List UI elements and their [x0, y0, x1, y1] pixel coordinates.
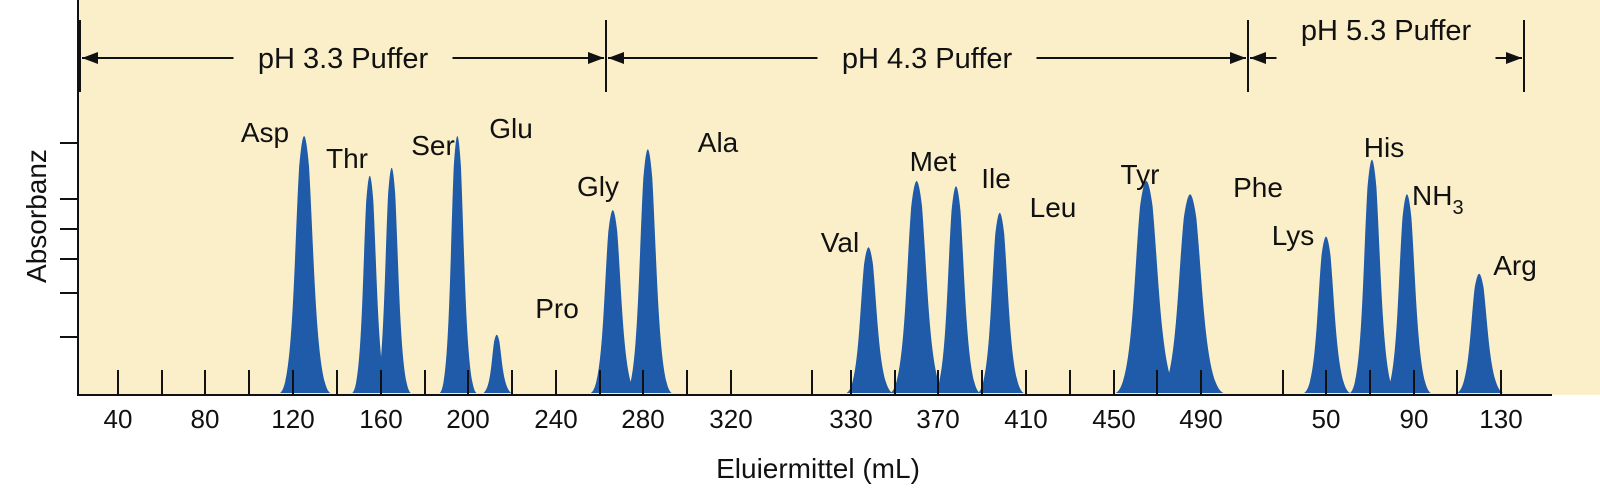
peak-label: Pro	[535, 293, 579, 324]
x-tick-label: 160	[359, 404, 402, 434]
peak-label: Ile	[981, 163, 1011, 194]
x-tick-label: 330	[829, 404, 872, 434]
peak-label: Asp	[241, 117, 289, 148]
peak-label: His	[1364, 132, 1404, 163]
arrow-head-icon	[608, 52, 624, 64]
peak-label: Gly	[577, 171, 619, 202]
x-tick-label: 370	[916, 404, 959, 434]
buffer-annotations: pH 3.3 Puffer pH 4.3 Puffer pH 5.3 Puffer	[79, 15, 1525, 92]
peak-label: Val	[821, 227, 859, 258]
peak-label: Met	[910, 146, 957, 177]
arrow-head-icon	[1230, 52, 1246, 64]
x-tick-label: 40	[104, 404, 133, 434]
peak-label: Lys	[1272, 220, 1315, 251]
plot-background	[78, 0, 1600, 395]
x-tick-label: 320	[709, 404, 752, 434]
peak-labels: Asp Thr Ser Glu Pro Gly Ala Val Met Ile Leu Tyr Phe L…	[241, 113, 1537, 324]
buffer-label: pH 3.3 Puffer	[258, 43, 429, 75]
arrow-head-icon	[1250, 52, 1266, 64]
peak-tyr	[1115, 181, 1180, 393]
peak-thr	[352, 175, 389, 393]
peak-label: Phe	[1233, 172, 1283, 203]
buffer-label: pH 4.3 Puffer	[842, 43, 1013, 75]
arrow-head-icon	[1506, 52, 1522, 64]
x-tick-label: 280	[621, 404, 664, 434]
peak-ala	[625, 149, 672, 393]
buffer-label: pH 5.3 Puffer	[1301, 15, 1472, 47]
x-tick-label: 120	[271, 404, 314, 434]
x-tick-label: 450	[1092, 404, 1135, 434]
peak-leu	[977, 212, 1024, 393]
x-tick-label: 240	[534, 404, 577, 434]
peak-ser	[374, 167, 411, 393]
x-tick-label: 410	[1004, 404, 1047, 434]
x-tick-label: 80	[191, 404, 220, 434]
peak-label: Ser	[411, 130, 455, 161]
peak-label: Arg	[1493, 250, 1537, 281]
arrow-head-icon	[82, 52, 98, 64]
peak-nh	[1384, 194, 1431, 393]
peak-label: NH3	[1412, 180, 1464, 219]
x-tick-label: 90	[1400, 404, 1429, 434]
x-tick-label: 130	[1479, 404, 1522, 434]
peak-arg	[1457, 273, 1504, 393]
x-tick-labels: 40 80 120 160 200 240 280 320 330 370 410 450 490 50 9…	[104, 404, 1523, 434]
x-axis-title: Eluiermittel (mL)	[716, 453, 920, 484]
peak-lys	[1304, 236, 1350, 393]
peak-label: Thr	[326, 143, 368, 174]
peak-asp	[279, 135, 331, 393]
peak-label: Leu	[1030, 192, 1077, 223]
axes	[60, 0, 1552, 396]
peak-phe	[1159, 194, 1224, 393]
x-tick-label: 50	[1312, 404, 1341, 434]
peaks-layer	[279, 135, 1504, 393]
x-tick-label: 490	[1179, 404, 1222, 434]
peak-met	[890, 181, 946, 393]
peak-pro	[483, 334, 512, 393]
y-axis-title: Absorbanz	[21, 149, 52, 283]
peak-val	[846, 247, 893, 393]
peak-label: Ala	[698, 127, 739, 158]
x-tick-label: 200	[446, 404, 489, 434]
peak-label: Tyr	[1121, 159, 1160, 190]
arrow-head-icon	[588, 52, 604, 64]
peak-his	[1349, 159, 1396, 393]
peak-label: Glu	[489, 113, 533, 144]
peak-glu	[439, 135, 477, 393]
peak-gly	[590, 210, 637, 393]
peak-ile	[934, 186, 980, 393]
